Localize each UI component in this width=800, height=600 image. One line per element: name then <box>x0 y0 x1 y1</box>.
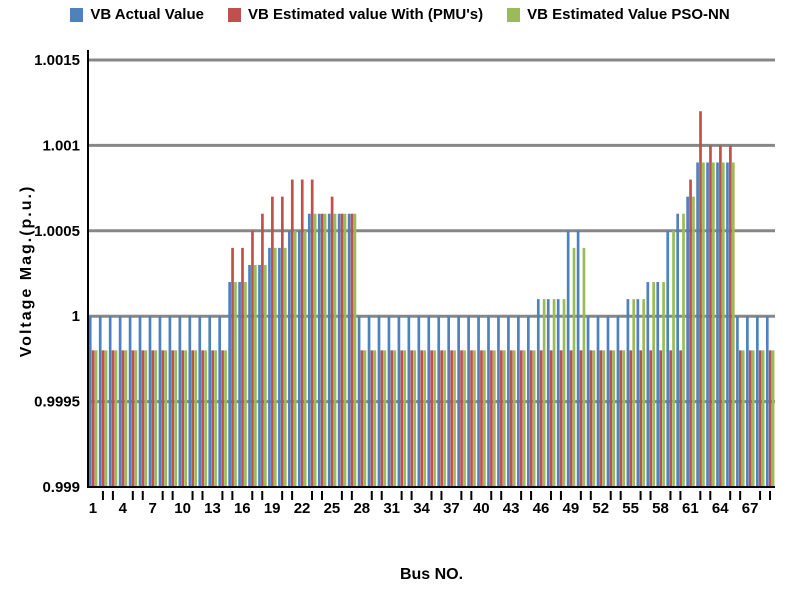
svg-text:52: 52 <box>592 500 609 517</box>
chart-legend: VB Actual Value VB Estimated value With … <box>0 6 800 23</box>
svg-text:64: 64 <box>712 500 729 517</box>
legend-swatch-pso-nn <box>507 7 521 22</box>
svg-text:1: 1 <box>89 500 97 517</box>
legend-item-pso-nn: VB Estimated Value PSO-NN <box>507 6 730 23</box>
svg-text:19: 19 <box>264 500 281 517</box>
legend-item-actual: VB Actual Value <box>70 6 204 23</box>
svg-text:16: 16 <box>234 500 251 517</box>
svg-text:25: 25 <box>324 500 341 517</box>
svg-text:1.0015: 1.0015 <box>34 52 80 69</box>
svg-text:1.001: 1.001 <box>42 137 80 154</box>
svg-text:46: 46 <box>533 500 550 517</box>
svg-text:58: 58 <box>652 500 669 517</box>
x-axis-label: Bus NO. <box>399 566 464 583</box>
svg-text:0.9995: 0.9995 <box>34 394 80 411</box>
svg-text:22: 22 <box>294 500 311 517</box>
svg-text:43: 43 <box>503 500 520 517</box>
svg-text:61: 61 <box>682 500 699 517</box>
svg-text:1.0005: 1.0005 <box>34 223 80 240</box>
svg-text:49: 49 <box>563 500 580 517</box>
svg-text:37: 37 <box>443 500 460 517</box>
legend-label-actual: VB Actual Value <box>90 6 204 23</box>
svg-text:31: 31 <box>383 500 400 517</box>
svg-text:7: 7 <box>149 500 157 517</box>
legend-swatch-actual <box>70 7 84 22</box>
svg-text:28: 28 <box>353 500 370 517</box>
legend-label-pso-nn: VB Estimated Value PSO-NN <box>527 6 730 23</box>
svg-text:55: 55 <box>622 500 639 517</box>
svg-text:67: 67 <box>742 500 759 517</box>
svg-text:34: 34 <box>413 500 430 517</box>
svg-text:40: 40 <box>473 500 490 517</box>
legend-label-pmu: VB Estimated value With (PMU's) <box>247 6 484 23</box>
svg-text:10: 10 <box>174 500 191 517</box>
svg-text:0.999: 0.999 <box>42 479 80 496</box>
legend-item-pmu: VB Estimated value With (PMU's) <box>227 6 484 23</box>
legend-swatch-pmu <box>227 7 241 22</box>
svg-text:4: 4 <box>119 500 128 517</box>
svg-text:1: 1 <box>72 308 80 325</box>
svg-text:13: 13 <box>204 500 221 517</box>
